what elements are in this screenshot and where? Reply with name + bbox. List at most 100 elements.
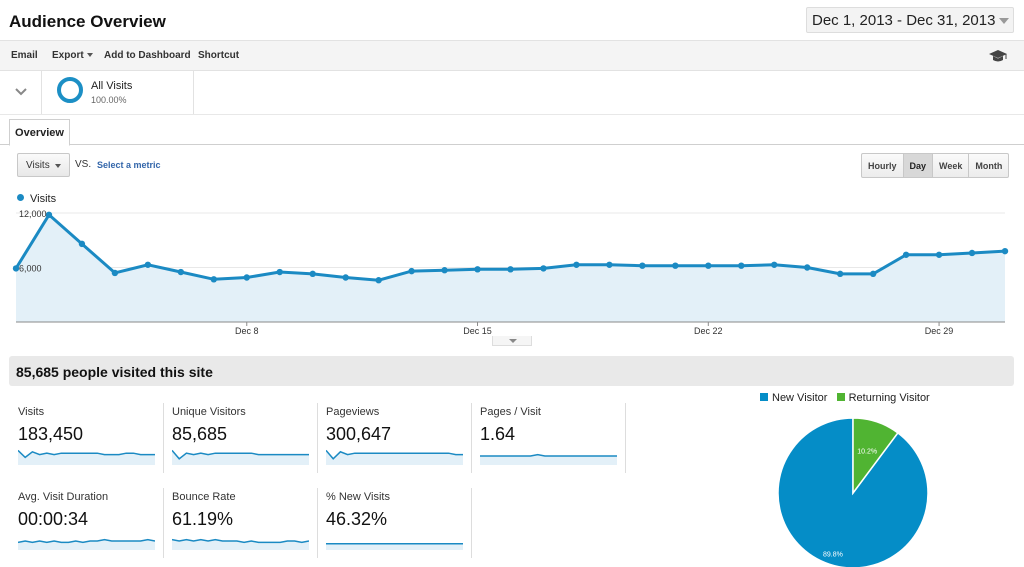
metric-card-bounce-rate[interactable]: Bounce Rate 61.19% [163, 488, 318, 558]
data-point[interactable] [177, 268, 185, 276]
tab-overview[interactable]: Overview [9, 119, 70, 146]
metric-card-new-visits[interactable]: % New Visits 46.32% [317, 488, 472, 558]
data-point[interactable] [12, 265, 20, 272]
data-point[interactable] [935, 251, 943, 258]
metric-sparkline [172, 449, 309, 465]
chevron-down-icon [15, 88, 27, 96]
segment-toggle[interactable] [0, 71, 42, 114]
data-point[interactable] [902, 251, 910, 258]
metric-card-avg-visit-duration[interactable]: Avg. Visit Duration 00:00:34 [9, 488, 164, 558]
sparkline-line [172, 449, 309, 460]
data-point[interactable] [804, 264, 811, 271]
data-point[interactable] [144, 261, 152, 268]
data-point[interactable] [606, 261, 613, 268]
data-point[interactable] [243, 274, 250, 281]
metric-value: 61.19% [172, 509, 234, 529]
metric-sparkline [18, 538, 155, 550]
metric-value: 300,647 [326, 424, 392, 444]
add-to-dashboard-button[interactable]: Add to Dashboard [104, 50, 191, 61]
data-point[interactable] [672, 262, 679, 269]
export-button[interactable]: Export [52, 50, 93, 61]
data-point[interactable] [210, 276, 217, 283]
data-point[interactable] [309, 270, 316, 278]
data-point[interactable] [474, 266, 481, 273]
x-tick-label: Dec 8 [235, 326, 259, 336]
metric-card-visits[interactable]: Visits 183,450 [9, 403, 164, 473]
metric-value: 1.64 [480, 424, 516, 444]
pie-slice-label: 89.8% [823, 552, 843, 559]
chart-collapse-handle[interactable] [492, 336, 532, 346]
data-point[interactable] [276, 268, 283, 276]
data-point[interactable] [836, 270, 844, 278]
pie-slice-new-visitor[interactable] [777, 417, 929, 567]
date-range-picker[interactable]: Dec 1, 2013 - Dec 31, 2013 [806, 7, 1014, 33]
email-button[interactable]: Email [11, 50, 38, 61]
data-point[interactable] [45, 211, 53, 219]
metric-dropdown[interactable]: Visits [17, 153, 70, 177]
date-range-label: Dec 1, 2013 - Dec 31, 2013 [812, 12, 996, 29]
chevron-down-icon[interactable] [999, 18, 1009, 24]
sparkline-area [480, 454, 617, 465]
data-point[interactable] [111, 269, 119, 277]
metric-card-unique-visitors[interactable]: Unique Visitors 85,685 [163, 403, 318, 473]
shortcut-button[interactable]: Shortcut [198, 50, 240, 61]
sparkline-area [18, 450, 155, 465]
data-point[interactable] [1001, 247, 1009, 255]
summary-banner: 85,685 people visited this site [9, 356, 1014, 386]
data-point[interactable] [78, 240, 86, 248]
legend-new-visitor: New Visitor [772, 392, 828, 404]
data-point[interactable] [342, 274, 349, 281]
visitor-pie-chart: 89.8% 10.2% [777, 417, 929, 567]
legend-label: Visits [30, 193, 57, 205]
data-point[interactable] [540, 265, 547, 272]
metric-value: 00:00:34 [18, 509, 89, 529]
metric-card-pages-per-visit[interactable]: Pages / Visit 1.64 [471, 403, 626, 473]
visits-line-chart: 12,000 6,000 Dec 8 Dec 15 Dec 22 Dec 29 [12, 209, 1009, 336]
select-metric-link[interactable]: Select a metric [97, 160, 161, 170]
graduation-cap-icon[interactable] [988, 48, 1008, 64]
metric-card-pageviews[interactable]: Pageviews 300,647 [317, 403, 472, 473]
data-point[interactable] [408, 267, 415, 275]
metric-label: Pageviews [326, 406, 380, 418]
data-point[interactable] [639, 262, 646, 269]
metric-value: 46.32% [326, 509, 388, 529]
sparkline-line [18, 538, 155, 544]
segment-all-visits[interactable]: All Visits 100.00% [42, 71, 194, 114]
data-point[interactable] [869, 270, 877, 278]
segment-bar: All Visits 100.00% [0, 71, 1024, 115]
metric-label: % New Visits [326, 491, 390, 503]
data-point[interactable] [441, 267, 448, 274]
pie-slice-label: 10.2% [857, 448, 877, 455]
export-label: Export [52, 50, 84, 61]
period-hourly-button[interactable]: Hourly [862, 154, 904, 177]
data-point[interactable] [968, 249, 976, 257]
caret-down-icon [55, 164, 61, 168]
metric-label: Bounce Rate [172, 491, 236, 503]
segment-name: All Visits [91, 80, 133, 92]
caret-down-icon [86, 53, 93, 58]
data-point[interactable] [375, 277, 382, 284]
sparkline-line [18, 449, 155, 459]
y-tick-label: 12,000 [19, 209, 47, 219]
sparkline-area [172, 450, 309, 465]
page-header: Audience Overview Dec 1, 2013 - Dec 31, … [0, 0, 1024, 40]
period-month-button[interactable]: Month [975, 161, 1003, 171]
y-tick-label: 6,000 [19, 264, 42, 274]
legend-swatch-returning [836, 393, 845, 401]
data-point[interactable] [507, 266, 514, 273]
chart-legend: Visits [17, 193, 56, 205]
sparkline-area [326, 450, 463, 465]
period-week-button[interactable]: Week [933, 154, 970, 177]
pie-legend: New Visitor Returning Visitor [760, 392, 930, 404]
metric-value: 183,450 [18, 424, 84, 444]
sparkline-line [172, 538, 309, 544]
data-point[interactable] [705, 262, 712, 269]
data-point[interactable] [573, 261, 580, 268]
segment-ring-icon [57, 77, 83, 103]
pie-slice-returning-visitor[interactable] [852, 417, 899, 496]
metric-label: Avg. Visit Duration [18, 491, 109, 503]
period-day-button[interactable]: Day [903, 154, 934, 177]
data-point[interactable] [771, 261, 778, 268]
data-point[interactable] [738, 262, 745, 269]
caret-down-icon [509, 339, 517, 343]
